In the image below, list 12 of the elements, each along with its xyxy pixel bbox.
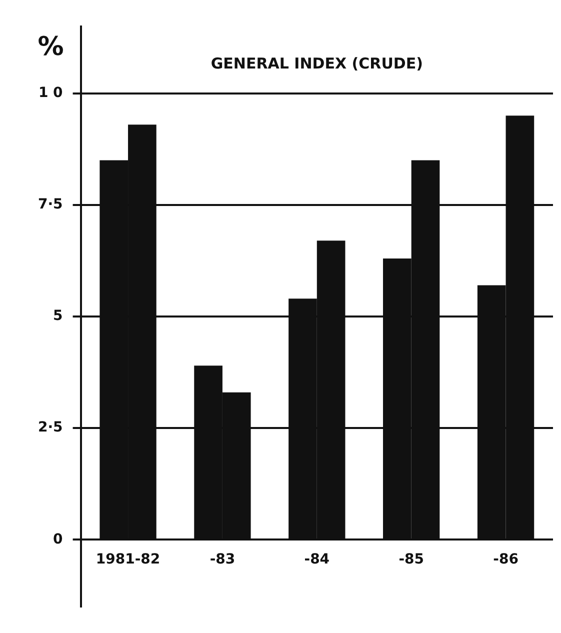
y-tick-label: 5 [53,308,63,324]
y-tick-label: 0 [53,531,64,548]
y-tick-label: 7·5 [38,196,63,213]
y-tick-label: 2·5 [38,420,63,436]
text: GENERAL INDEX (CRUDE) [210,54,423,72]
x-tick-label: -83 [210,552,236,568]
y-tick-label: 1 0 [38,84,64,101]
x-tick-label: 1981-82 [96,552,160,568]
x-tick-label: -84 [304,552,330,568]
x-tick-label: -85 [398,552,424,568]
x-tick-label: -86 [493,552,518,568]
y-axis-title: % [38,32,64,62]
